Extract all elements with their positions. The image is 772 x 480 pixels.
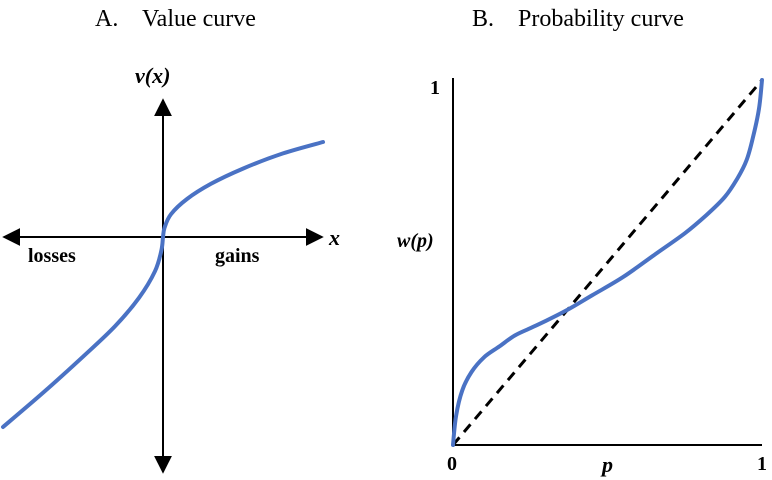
panel-b-x-tick-0: 0 bbox=[447, 453, 457, 475]
panel-a-gains-label: gains bbox=[215, 245, 260, 267]
panel-b-probability-curve bbox=[451, 78, 764, 447]
panel-a: A. Value curve x v(x) losses gains bbox=[1, 6, 340, 474]
panel-b-x-tick-1: 1 bbox=[757, 453, 767, 475]
panel-b-y-tick-1: 1 bbox=[430, 77, 440, 99]
panel-b-title: Probability curve bbox=[518, 6, 684, 32]
panel-b-y-label: w(p) bbox=[397, 230, 434, 252]
panel-a-x-label: x bbox=[328, 225, 340, 250]
panel-a-title: Value curve bbox=[142, 6, 256, 32]
panel-b-identity-line bbox=[451, 79, 764, 446]
panel-b-label: B. bbox=[472, 6, 494, 32]
panel-a-value-curve bbox=[1, 140, 325, 429]
panel-a-label: A. bbox=[95, 6, 118, 32]
panel-b: B. Probability curve 0 1 1 p w(p) bbox=[397, 6, 767, 477]
panel-a-y-label: v(x) bbox=[135, 63, 170, 88]
panel-b-x-label: p bbox=[600, 452, 613, 477]
panel-a-losses-label: losses bbox=[28, 245, 76, 267]
